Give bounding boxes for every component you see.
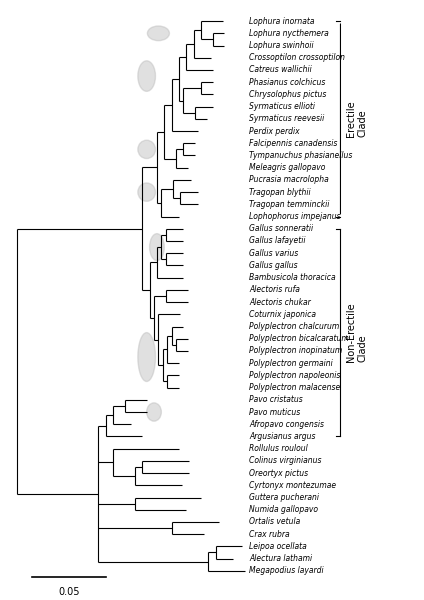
- Text: Phasianus colchicus: Phasianus colchicus: [249, 77, 326, 86]
- Text: Catreus wallichii: Catreus wallichii: [249, 65, 312, 74]
- Text: Erectile
Clade: Erectile Clade: [346, 101, 368, 137]
- Text: Polyplectron chalcurum: Polyplectron chalcurum: [249, 322, 340, 331]
- Ellipse shape: [148, 26, 170, 41]
- Text: Afropavo congensis: Afropavo congensis: [249, 420, 324, 429]
- Text: Pucrasia macrolopha: Pucrasia macrolopha: [249, 175, 329, 184]
- Text: Gallus lafayetii: Gallus lafayetii: [249, 236, 306, 245]
- Ellipse shape: [138, 61, 156, 91]
- Text: 0.05: 0.05: [58, 587, 80, 597]
- Text: Rollulus rouloul: Rollulus rouloul: [249, 444, 308, 453]
- Text: Syrmaticus reevesii: Syrmaticus reevesii: [249, 115, 325, 124]
- Text: Polyplectron inopinatum: Polyplectron inopinatum: [249, 346, 343, 355]
- Text: Polyplectron napoleonis: Polyplectron napoleonis: [249, 371, 341, 380]
- Text: Falcipennis canadensis: Falcipennis canadensis: [249, 139, 338, 148]
- Text: Gallus varius: Gallus varius: [249, 249, 298, 258]
- Text: Pavo cristatus: Pavo cristatus: [249, 395, 303, 404]
- Text: Gallus gallus: Gallus gallus: [249, 261, 298, 270]
- Text: Chrysolophus pictus: Chrysolophus pictus: [249, 90, 327, 99]
- Text: Cyrtonyx montezumae: Cyrtonyx montezumae: [249, 481, 337, 490]
- Text: Coturnix japonica: Coturnix japonica: [249, 310, 316, 319]
- Text: Perdix perdix: Perdix perdix: [249, 127, 300, 136]
- Text: Alectura lathami: Alectura lathami: [249, 554, 312, 563]
- Text: Meleagris gallopavo: Meleagris gallopavo: [249, 163, 326, 172]
- Text: Bambusicola thoracica: Bambusicola thoracica: [249, 273, 336, 282]
- Text: Guttera pucherani: Guttera pucherani: [249, 493, 319, 502]
- Text: Alectoris rufa: Alectoris rufa: [249, 286, 300, 295]
- Text: Lophura inornata: Lophura inornata: [249, 17, 315, 26]
- Text: Polyplectron germaini: Polyplectron germaini: [249, 359, 333, 368]
- Ellipse shape: [138, 183, 156, 201]
- Text: Tragopan blythii: Tragopan blythii: [249, 188, 311, 197]
- Text: Leipoa ocellata: Leipoa ocellata: [249, 542, 307, 551]
- Text: Pavo muticus: Pavo muticus: [249, 407, 301, 416]
- Text: Polyplectron malacense: Polyplectron malacense: [249, 383, 341, 392]
- Ellipse shape: [150, 233, 164, 260]
- Text: Non-Erectile
Clade: Non-Erectile Clade: [346, 303, 368, 362]
- Ellipse shape: [147, 403, 162, 421]
- Ellipse shape: [138, 140, 156, 158]
- Text: Alectoris chukar: Alectoris chukar: [249, 298, 311, 307]
- Text: Ortalis vetula: Ortalis vetula: [249, 517, 301, 526]
- Text: Colinus virginianus: Colinus virginianus: [249, 457, 322, 466]
- Text: Tympanuchus phasianellus: Tympanuchus phasianellus: [249, 151, 353, 160]
- Text: Crax rubra: Crax rubra: [249, 530, 290, 539]
- Text: Lophura swinhoii: Lophura swinhoii: [249, 41, 314, 50]
- Text: Polyplectron bicalcaratum: Polyplectron bicalcaratum: [249, 334, 349, 343]
- Ellipse shape: [138, 332, 156, 382]
- Text: Lophura nycthemera: Lophura nycthemera: [249, 29, 329, 38]
- Text: Lophophorus impejanus: Lophophorus impejanus: [249, 212, 341, 221]
- Text: Gallus sonneratii: Gallus sonneratii: [249, 224, 314, 233]
- Text: Oreortyx pictus: Oreortyx pictus: [249, 469, 309, 478]
- Text: Syrmaticus ellioti: Syrmaticus ellioti: [249, 102, 315, 111]
- Text: Numida gallopavo: Numida gallopavo: [249, 505, 318, 514]
- Text: Tragopan temminckii: Tragopan temminckii: [249, 200, 330, 209]
- Text: Argusianus argus: Argusianus argus: [249, 432, 316, 441]
- Text: Megapodius layardi: Megapodius layardi: [249, 566, 324, 575]
- Text: Crossoptilon crossoptilon: Crossoptilon crossoptilon: [249, 53, 346, 62]
